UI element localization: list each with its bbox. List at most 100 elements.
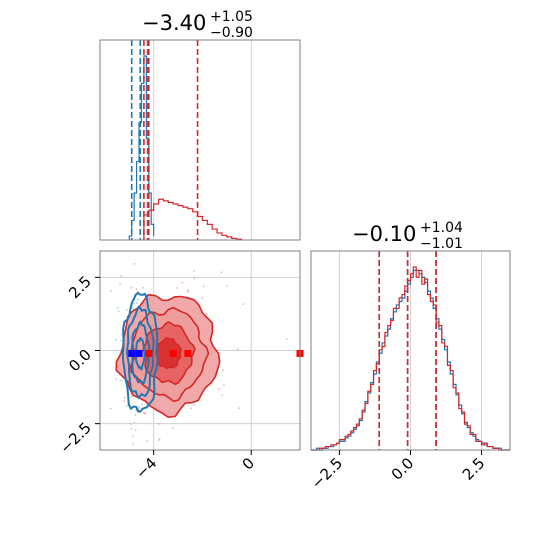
param2-title-upper: +1.04 [420, 220, 463, 236]
scatter-point [135, 288, 138, 291]
scatter-point [117, 310, 120, 312]
scatter-point [286, 338, 288, 341]
scatter-point [202, 285, 205, 288]
param1-title-value: −3.40 [142, 11, 206, 35]
scatter-point [129, 423, 132, 425]
scatter-point [133, 262, 136, 265]
scatter-point [130, 395, 133, 398]
scatter-point [142, 411, 145, 414]
joint-ytick-label-0: 2.5 [65, 272, 95, 302]
scatter-point [131, 307, 134, 310]
joint-content [94, 232, 288, 482]
p2-hist-blue [311, 269, 510, 451]
scatter-point [144, 411, 147, 414]
p1-hist-red [143, 198, 243, 240]
param2-title-lower: −1.01 [420, 236, 463, 252]
scatter-point [176, 287, 178, 289]
joint-ytick-label-1: 0.0 [65, 346, 95, 376]
p2-xtick-label-1: 0.0 [388, 454, 418, 484]
scatter-point [226, 285, 229, 287]
scatter-point [137, 407, 140, 410]
param1-title: −3.40 +1.05 −0.90 [142, 9, 253, 41]
p1-frame [99, 39, 301, 241]
scatter-point [220, 271, 223, 274]
scatter-point [123, 400, 125, 402]
scatter-point [120, 275, 122, 277]
scatter-point [115, 378, 117, 381]
scatter-point [171, 427, 174, 429]
scatter-point [134, 428, 137, 431]
joint-ytick-label-2: −2.5 [56, 419, 94, 457]
param2-title-value: −0.10 [352, 222, 416, 246]
scatter-point [109, 290, 112, 292]
param1-histogram-panel [99, 39, 301, 241]
scatter-point [126, 309, 128, 312]
p1-hist-blue [128, 55, 155, 240]
p2-hist-red [311, 266, 510, 451]
joint-xtick-label-1: 0 [239, 454, 258, 473]
scatter-point [158, 423, 160, 425]
scatter-point [192, 270, 195, 273]
scatter-point [192, 404, 195, 406]
joint-marker-0 [128, 349, 136, 357]
joint-marker-2 [145, 349, 153, 357]
scatter-point [119, 283, 122, 286]
joint-scatter-panel: −4 0 2.5 0.0 −2.5 [56, 232, 304, 482]
scatter-point [217, 388, 220, 391]
joint-contour-blue-3 [121, 291, 159, 413]
scatter-point [193, 277, 196, 280]
scatter-point [221, 394, 224, 397]
scatter-point [131, 435, 134, 438]
p2-xtick-label-2: 2.5 [459, 454, 489, 484]
scatter-point [94, 441, 96, 443]
scatter-point [181, 281, 184, 284]
param2-histogram-panel: −2.5 0.0 2.5 [308, 250, 511, 493]
scatter-point [187, 289, 189, 291]
scatter-point [201, 297, 204, 299]
scatter-point [130, 393, 133, 396]
param2-title: −0.10 +1.04 −1.01 [352, 220, 463, 252]
scatter-point [151, 232, 153, 234]
joint-marker-3 [169, 349, 177, 357]
scatter-point [116, 306, 119, 309]
scatter-point [133, 302, 136, 305]
scatter-point [158, 438, 161, 440]
scatter-point [137, 406, 140, 409]
scatter-point [120, 339, 123, 342]
joint-xtick-label-0: −4 [132, 454, 160, 482]
param1-title-upper: +1.05 [210, 9, 253, 25]
scatter-point [237, 407, 240, 410]
param1-title-lower: −0.90 [210, 25, 253, 41]
joint-contour-blue-2 [125, 305, 155, 400]
p2-xtick-label-0: −2.5 [308, 454, 346, 492]
scatter-point [136, 302, 138, 304]
scatter-point [133, 421, 136, 424]
scatter-point [205, 312, 208, 315]
scatter-point [126, 405, 128, 408]
scatter-point [105, 246, 107, 248]
scatter-point [141, 403, 143, 406]
scatter-point [222, 369, 224, 372]
joint-contour-red-3 [154, 337, 182, 370]
scatter-point [143, 412, 146, 415]
scatter-point [109, 407, 112, 410]
scatter-point [146, 440, 149, 443]
scatter-point [187, 290, 189, 293]
joint-marker-1 [135, 349, 143, 357]
scatter-point [142, 286, 145, 289]
scatter-point [123, 396, 126, 399]
scatter-point [119, 379, 122, 382]
scatter-point [110, 480, 112, 482]
scatter-point [134, 414, 137, 417]
scatter-point [223, 384, 225, 387]
scatter-point [132, 442, 134, 445]
scatter-point [137, 298, 140, 301]
scatter-point [157, 439, 160, 442]
scatter-point [190, 407, 192, 410]
joint-marker-4 [184, 349, 192, 357]
scatter-point [130, 286, 133, 289]
scatter-point [236, 348, 239, 351]
scatter-point [130, 428, 133, 430]
scatter-point [242, 303, 245, 306]
